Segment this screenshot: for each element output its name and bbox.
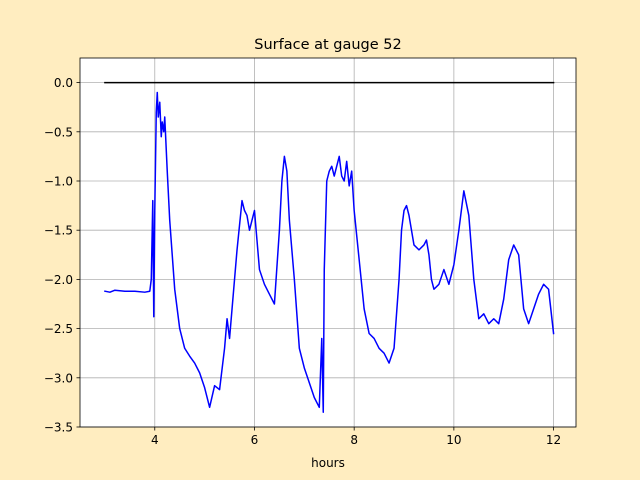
x-tick-label: 6	[251, 433, 259, 447]
y-tick-label: −2.5	[44, 322, 73, 336]
x-axis-ticks: 4 6 8 10 12	[151, 427, 561, 447]
x-tick-label: 4	[151, 433, 159, 447]
y-tick-label: −1.0	[44, 175, 73, 189]
x-tick-label: 10	[446, 433, 461, 447]
y-tick-label: −2.0	[44, 273, 73, 287]
y-axis-ticks: 0.0 −0.5 −1.0 −1.5 −2.0 −2.5 −3.0 −3.5	[44, 76, 80, 435]
grid-lines	[80, 58, 576, 428]
x-axis-label: hours	[311, 456, 345, 470]
chart-title: Surface at gauge 52	[254, 37, 402, 53]
x-tick-label: 12	[546, 433, 561, 447]
plot-area-frame	[79, 57, 577, 428]
y-tick-label: −0.5	[44, 125, 73, 139]
y-tick-label: −1.5	[44, 224, 73, 238]
surface-series-line	[104, 91, 555, 413]
y-tick-label: −3.0	[44, 371, 73, 385]
data-series	[104, 81, 555, 413]
x-tick-label: 8	[350, 433, 358, 447]
plot-area-background	[80, 58, 576, 427]
y-tick-label: −3.5	[44, 421, 73, 435]
y-tick-label: 0.0	[54, 76, 73, 90]
